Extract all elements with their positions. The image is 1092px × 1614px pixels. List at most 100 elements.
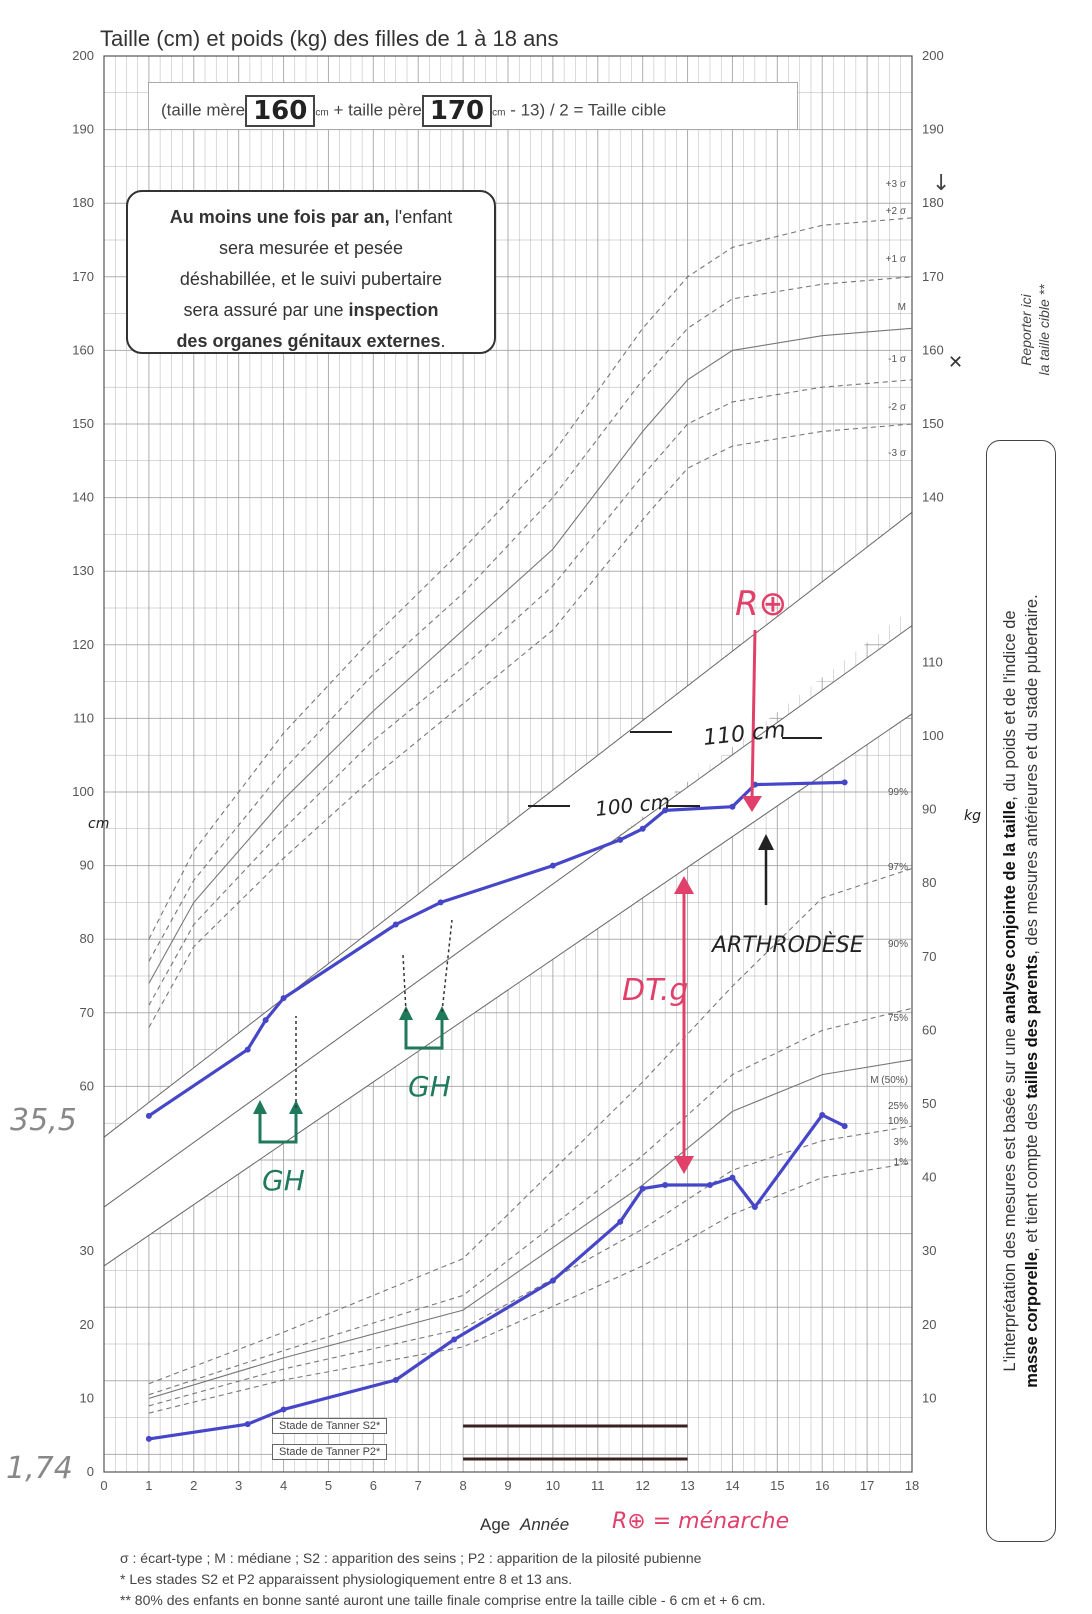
height-right-tick-label: 190 bbox=[922, 122, 944, 137]
advice-line2: sera mesurée et pesée bbox=[218, 238, 404, 258]
height-right-tick-label: 170 bbox=[922, 269, 944, 284]
weight-pct-label: 99% bbox=[888, 787, 908, 798]
weight-pct-label: 3% bbox=[894, 1137, 909, 1148]
x-tick-label: 17 bbox=[860, 1478, 874, 1493]
target-note-line2: la taille cible ** bbox=[1036, 284, 1052, 376]
patient-weight-point bbox=[145, 1435, 152, 1442]
height-sd-label: M bbox=[898, 302, 906, 313]
advice-line3: déshabillée, et le suivi pubertaire bbox=[179, 269, 443, 289]
patient-height-point bbox=[280, 995, 287, 1002]
x-tick-label: 2 bbox=[190, 1478, 197, 1493]
band-top bbox=[104, 512, 912, 1234]
patient-weight-point bbox=[819, 1112, 826, 1119]
side-note-p3: , et tient compte des bbox=[1023, 1098, 1041, 1252]
gh-marker-2-arrowhead bbox=[399, 1006, 413, 1020]
x-tick-label: 13 bbox=[680, 1478, 694, 1493]
height-sd-label: +2 σ bbox=[886, 206, 907, 217]
height-tick-label: 80 bbox=[80, 931, 94, 946]
height-right-tick-label: 160 bbox=[922, 342, 944, 357]
side-note-b2: masse corporelle bbox=[1023, 1251, 1041, 1388]
height-sd-label: +1 σ bbox=[886, 254, 907, 265]
rplus-annotation: R⊕ bbox=[735, 584, 787, 624]
target-note-line1: Reporter ici bbox=[1018, 294, 1034, 366]
weight-tick-label: 10 bbox=[80, 1390, 94, 1405]
height-tick-label: 150 bbox=[72, 416, 94, 431]
advice-line4-pre: sera assuré par une bbox=[183, 300, 349, 320]
rplus-arrowhead bbox=[742, 796, 762, 812]
dt-arrowhead-up bbox=[674, 876, 694, 894]
x-tick-label: 5 bbox=[325, 1478, 332, 1493]
side-note-p4: , des mesures antérieures et du stade pu… bbox=[1023, 594, 1041, 955]
height-tick-label: 110 bbox=[73, 710, 94, 725]
mother-height-value: 160 bbox=[245, 95, 316, 127]
patient-height-point bbox=[841, 779, 848, 786]
height-sd-label: -1 σ bbox=[888, 354, 907, 365]
x-tick-label: 4 bbox=[280, 1478, 287, 1493]
band-edge bbox=[103, 511, 913, 1138]
patient-height-point bbox=[729, 803, 736, 810]
chart-title: Taille (cm) et poids (kg) des filles de … bbox=[100, 26, 559, 51]
weight-tick-label: 0 bbox=[87, 1464, 94, 1479]
side-note-p1: L'interprétation des mesures est basée s… bbox=[1001, 1023, 1019, 1372]
weight-right-tick-label: 80 bbox=[922, 875, 936, 890]
weight-pct-label: 25% bbox=[888, 1101, 908, 1112]
x-tick-label: 10 bbox=[546, 1478, 560, 1493]
measurement-advice-box: Au moins une fois par an, l'enfant sera … bbox=[126, 190, 496, 354]
patient-weight-point bbox=[707, 1181, 713, 1188]
patient-weight-line bbox=[148, 1113, 846, 1441]
gh-marker-2-arrowhead bbox=[435, 1006, 449, 1020]
formula-unit-1: cm bbox=[315, 107, 329, 119]
dt-annotation: DT.g bbox=[622, 973, 688, 1008]
advice-line5-bold: des organes génitaux externes bbox=[176, 331, 441, 351]
weight-pct-label: 97% bbox=[888, 862, 908, 873]
father-height-value: 170 bbox=[421, 95, 493, 127]
x-tick-label: 7 bbox=[415, 1478, 422, 1493]
side-note-b1: analyse conjointe de la taille bbox=[1001, 800, 1019, 1024]
chart-footer: σ : écart-type ; M : médiane ; S2 : appa… bbox=[120, 1548, 766, 1611]
formula-unit-2: cm bbox=[492, 107, 506, 119]
gh-marker-2-bracket bbox=[404, 1018, 444, 1050]
patient-curves bbox=[145, 779, 848, 1442]
patient-weight-point bbox=[662, 1181, 669, 1188]
height-tick-label: 200 bbox=[72, 48, 94, 63]
weight-tick-label: 30 bbox=[80, 1243, 94, 1258]
side-note-b3: tailles des parents bbox=[1023, 954, 1041, 1099]
patient-weight-point bbox=[451, 1336, 458, 1343]
x-tick-label: 6 bbox=[370, 1478, 377, 1493]
target-height-formula: (taille mère 160 cm + taille père 170 cm - 1… bbox=[148, 82, 798, 130]
kg-unit-annotation: kg bbox=[964, 808, 981, 824]
patient-weight-point bbox=[729, 1174, 736, 1181]
footer-line3: ** 80% des enfants en bonne santé auront… bbox=[120, 1592, 766, 1608]
weight-pct-label: 90% bbox=[888, 939, 908, 950]
target-arrow-mark: ↓ bbox=[932, 171, 950, 196]
height-sd-curve bbox=[148, 276, 913, 962]
height-sd-curve bbox=[148, 327, 913, 984]
x-tick-label: 1 bbox=[145, 1478, 152, 1493]
patient-height-point bbox=[244, 1046, 251, 1053]
band-edge bbox=[103, 713, 913, 1267]
patient-weight-point bbox=[841, 1123, 848, 1130]
chart-grid bbox=[103, 55, 913, 1473]
advice-line4-bold: inspection bbox=[348, 300, 439, 320]
patient-height-point bbox=[639, 825, 646, 832]
weight-right-tick-label: 90 bbox=[922, 802, 936, 817]
x-tick-label: 8 bbox=[459, 1478, 466, 1493]
patient-weight-point bbox=[751, 1204, 758, 1211]
weight-pct-curve bbox=[148, 1125, 913, 1407]
interpretation-side-note: L'interprétation des mesures est basée s… bbox=[986, 440, 1056, 1542]
gh-marker-2-label: GH bbox=[408, 1070, 451, 1103]
reference-curves: +3 σ +2 σ +1 σ M -1 σ -2 σ -3 σ 99% 97% 90% 75% M (… bbox=[148, 179, 913, 1414]
height-sd-curve bbox=[148, 379, 913, 1006]
chart-axes: 0 1 2 3 4 5 6 7 8 9 10 11 12 13 14 15 16 17 18607080901001… bbox=[72, 48, 943, 1493]
height-tick-label: 100 bbox=[72, 784, 94, 799]
formula-prefix: (taille mère bbox=[161, 100, 246, 120]
x-axis-label-italic: Année bbox=[519, 1515, 569, 1534]
x-tick-label: 16 bbox=[815, 1478, 829, 1493]
weight-right-tick-label: 60 bbox=[922, 1022, 936, 1037]
x-tick-label: 9 bbox=[504, 1478, 511, 1493]
patient-height-point bbox=[145, 1112, 152, 1119]
band-bottom bbox=[104, 625, 912, 1266]
band-edge bbox=[103, 625, 913, 1208]
patient-weight-point bbox=[392, 1377, 399, 1383]
